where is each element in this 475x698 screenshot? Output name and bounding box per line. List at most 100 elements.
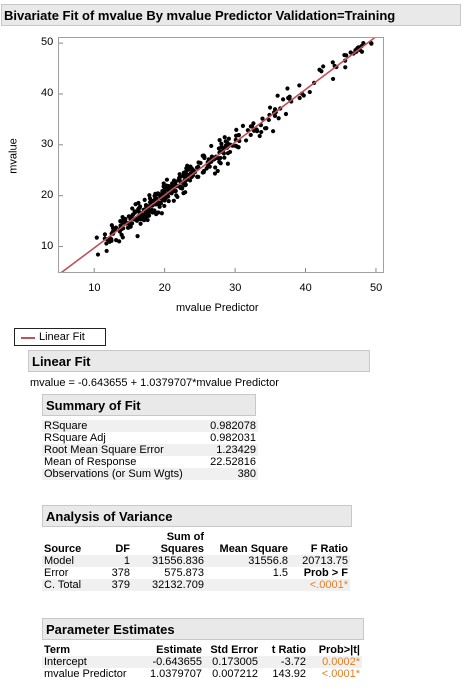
scatter-point (183, 190, 188, 195)
scatter-point (117, 229, 122, 234)
scatter-point (135, 234, 140, 239)
scatter-point (147, 208, 153, 213)
param-col-prob: Prob>|t| (318, 644, 360, 656)
scatter-point (159, 211, 164, 216)
parameter-estimates-header[interactable]: Parameter Estimates (42, 618, 364, 640)
scatter-point (222, 155, 227, 160)
scatter-point (102, 232, 108, 237)
scatter-point (196, 160, 201, 165)
scatter-point (162, 196, 167, 201)
scatter-point (129, 221, 135, 226)
scatter-point (133, 202, 138, 207)
scatter-point (177, 172, 182, 177)
scatter-point (275, 93, 280, 98)
scatter-point (162, 188, 167, 193)
scatter-point (162, 203, 167, 209)
scatter-point (260, 116, 265, 121)
report-title: Bivariate Fit of mvalue By mvalue Predic… (1, 4, 461, 26)
scatter-point (139, 217, 144, 222)
y-tick-label: 30 (41, 137, 54, 150)
parameter-estimates-table: Term Estimate Std Error t Ratio Prob>|t|… (42, 644, 362, 680)
y-tick-label: 40 (41, 86, 54, 99)
scatter-point (213, 165, 218, 170)
scatter-point (181, 170, 186, 175)
scatter-point (266, 117, 271, 123)
scatter-point (114, 238, 119, 243)
scatter-point (94, 235, 99, 240)
y-axis-label: mvalue (7, 138, 20, 174)
scatter-point (276, 116, 281, 121)
scatter-point (181, 174, 187, 179)
table-row: mvalue Predictor 1.0379707 0.007212 143.… (44, 668, 360, 680)
scatter-svg (58, 30, 384, 275)
scatter-point (283, 111, 289, 117)
scatter-point (251, 121, 256, 126)
summary-label: Root Mean Square Error (42, 444, 198, 456)
summary-value: 380 (198, 468, 258, 480)
anova-col-ms: Mean Square (219, 543, 288, 555)
table-row: Root Mean Square Error 1.23429 (42, 444, 258, 456)
scatter-point (185, 167, 190, 172)
summary-label: RSquare Adj (44, 432, 106, 444)
x-axis-label: mvalue Predictor (176, 302, 259, 314)
scatter-point (161, 181, 166, 186)
scatter-point (142, 197, 147, 202)
x-tick-label: 10 (88, 282, 101, 294)
summary-label: Observations (or Sum Wgts) (42, 468, 198, 480)
linear-fit-header[interactable]: Linear Fit (28, 350, 370, 372)
scatter-point (222, 135, 227, 140)
scatter-point (343, 65, 348, 70)
scatter-point (248, 124, 253, 129)
table-row: Intercept -0.643655 0.173005 -3.72 0.000… (42, 656, 362, 668)
scatter-point (235, 144, 240, 149)
scatter-point (262, 126, 268, 131)
scatter-point (200, 170, 205, 175)
summary-of-fit-header[interactable]: Summary of Fit (42, 394, 256, 416)
scatter-point (240, 123, 246, 129)
scatter-point (272, 113, 278, 118)
scatter-point (330, 60, 335, 65)
scatter-point (109, 223, 114, 228)
scatter-point (137, 205, 142, 210)
anova-col-f: F Ratio (310, 543, 348, 555)
summary-label: RSquare (42, 420, 198, 432)
scatter-point (185, 163, 190, 168)
scatter-point (219, 141, 224, 146)
param-col-tratio: t Ratio (271, 644, 306, 656)
scatter-point (95, 252, 101, 257)
scatter-point (143, 213, 148, 219)
scatter-point (342, 52, 347, 58)
scatter-point (172, 189, 177, 194)
scatter-point (120, 235, 125, 240)
scatter-point (321, 64, 326, 69)
x-tick-label: 50 (369, 282, 383, 294)
linear-fit-line (58, 30, 384, 275)
scatter-point (297, 95, 302, 101)
scatter-point (164, 183, 169, 188)
scatter-point (187, 178, 193, 183)
scatter-point (189, 169, 194, 174)
scatter-point (104, 248, 109, 254)
scatter-point (301, 93, 306, 98)
scatter-point (223, 143, 228, 148)
scatter-point (271, 129, 276, 134)
scatter-point (280, 97, 286, 102)
scatter-point (285, 86, 290, 91)
scatter-point (227, 149, 233, 155)
scatter-point (217, 137, 222, 143)
anova-table: Sum of Source DF Squares Mean Square F R… (42, 531, 350, 591)
scatter-point (157, 204, 162, 209)
table-row: Observations (or Sum Wgts) 380 (42, 468, 258, 480)
scatter-point (147, 193, 152, 198)
summary-value: 1.23429 (198, 444, 258, 456)
scatter-point (138, 221, 143, 226)
anova-header[interactable]: Analysis of Variance (42, 505, 352, 527)
scatter-point (156, 210, 161, 215)
table-row: RSquare 0.982078 (42, 420, 258, 432)
scatter-point (164, 177, 170, 182)
scatter-point (146, 213, 152, 218)
scatter-point (234, 127, 239, 132)
scatter-point (104, 241, 109, 246)
scatter-point (207, 164, 212, 169)
scatter-point (359, 49, 365, 54)
